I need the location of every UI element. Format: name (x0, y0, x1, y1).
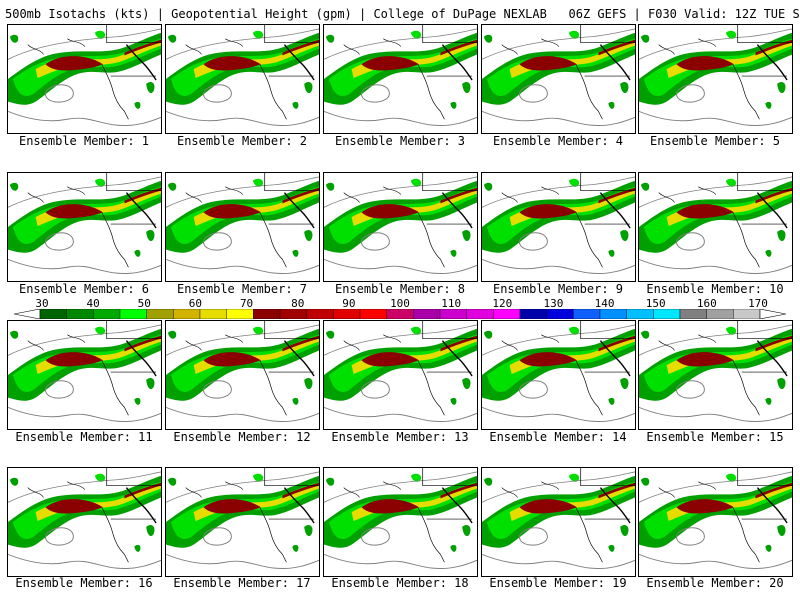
colorbar-tick-label: 30 (35, 297, 49, 310)
ensemble-map-panel[interactable] (323, 24, 478, 134)
ensemble-map-panel[interactable] (638, 172, 793, 282)
ensemble-member-label: Ensemble Member: 6 (18, 282, 150, 296)
colorbar-swatch (679, 309, 707, 319)
ensemble-member-label: Ensemble Member: 20 (646, 576, 784, 590)
colorbar-swatch (413, 309, 441, 319)
colorbar-swatch (573, 309, 601, 319)
colorbar-swatch (599, 309, 627, 319)
colorbar-tick-label: 110 (441, 297, 462, 310)
map-title: 500mb Isotachs (kts) | Geopotential Heig… (5, 7, 800, 21)
ensemble-member-label: Ensemble Member: 16 (15, 576, 153, 590)
colorbar-tick-label: 170 (748, 297, 768, 310)
ensemble-member-label: Ensemble Member: 18 (331, 576, 469, 590)
ensemble-map-panel[interactable] (638, 320, 793, 430)
colorbar-swatch (359, 309, 387, 319)
ensemble-map-panel[interactable] (7, 24, 162, 134)
ensemble-map-panel[interactable] (323, 467, 478, 577)
ensemble-map-panel[interactable] (165, 172, 320, 282)
ensemble-member-label: Ensemble Member: 4 (492, 134, 624, 148)
colorbar-swatch (93, 309, 121, 319)
colorbar-swatch (333, 309, 361, 319)
ensemble-map-panel[interactable] (165, 24, 320, 134)
ensemble-member-label: Ensemble Member: 12 (173, 430, 311, 444)
colorbar-swatch (226, 309, 254, 319)
colorbar-swatch (386, 309, 414, 319)
colorbar-tick-label: 130 (543, 297, 564, 310)
colorbar-swatch (39, 309, 67, 319)
ensemble-member-label: Ensemble Member: 2 (176, 134, 308, 148)
colorbar-swatch (439, 309, 467, 319)
colorbar-swatch (253, 309, 281, 319)
ensemble-map-panel[interactable] (165, 467, 320, 577)
ensemble-map-panel[interactable] (481, 320, 636, 430)
colorbar-tick-label: 90 (342, 297, 356, 310)
ensemble-member-label: Ensemble Member: 13 (331, 430, 469, 444)
ensemble-member-label: Ensemble Member: 5 (649, 134, 781, 148)
colorbar-swatch (733, 309, 761, 319)
ensemble-map-panel[interactable] (323, 172, 478, 282)
colorbar-tick-label: 70 (239, 297, 254, 310)
ensemble-map-panel[interactable] (481, 24, 636, 134)
ensemble-map-panel[interactable] (481, 172, 636, 282)
ensemble-map-panel[interactable] (165, 320, 320, 430)
ensemble-map-panel[interactable] (7, 320, 162, 430)
colorbar-swatch (199, 309, 227, 319)
ensemble-member-label: Ensemble Member: 8 (334, 282, 466, 296)
colorbar-swatch (706, 309, 734, 319)
ensemble-member-label: Ensemble Member: 19 (489, 576, 627, 590)
colorbar-max-arrow (759, 309, 786, 319)
colorbar-tick-label: 50 (137, 297, 151, 310)
ensemble-map-panel[interactable] (323, 320, 478, 430)
colorbar-tick-label: 80 (291, 297, 305, 310)
colorbar-tick-label: 120 (492, 297, 513, 310)
ensemble-map-panel[interactable] (7, 467, 162, 577)
colorbar-legend (14, 309, 786, 319)
colorbar-swatch (66, 309, 94, 319)
ensemble-map-panel[interactable] (638, 24, 793, 134)
ensemble-map-panel[interactable] (7, 172, 162, 282)
colorbar-swatch (493, 309, 521, 319)
colorbar-swatch (306, 309, 334, 319)
colorbar-swatch (119, 309, 147, 319)
colorbar-swatch (466, 309, 494, 319)
colorbar-swatch (653, 309, 681, 319)
colorbar-labels: 30 40 50 60 70 80 90 100 110 120 130 140 150 160 170 (0, 297, 800, 310)
ensemble-member-label: Ensemble Member: 17 (173, 576, 311, 590)
ensemble-member-label: Ensemble Member: 1 (18, 134, 150, 148)
colorbar-tick-label: 140 (594, 297, 615, 310)
colorbar-swatch (546, 309, 574, 319)
ensemble-member-label: Ensemble Member: 10 (646, 282, 784, 296)
ensemble-member-label: Ensemble Member: 14 (489, 430, 627, 444)
ensemble-map-panel[interactable] (481, 467, 636, 577)
colorbar-swatch (146, 309, 174, 319)
ensemble-member-label: Ensemble Member: 9 (492, 282, 624, 296)
ensemble-member-label: Ensemble Member: 7 (176, 282, 308, 296)
colorbar-tick-label: 60 (188, 297, 203, 310)
ensemble-member-label: Ensemble Member: 11 (15, 430, 153, 444)
ensemble-member-label: Ensemble Member: 3 (334, 134, 466, 148)
colorbar-swatch (279, 309, 307, 319)
colorbar-swatch (519, 309, 547, 319)
colorbar-swatch (173, 309, 201, 319)
ensemble-map-panel[interactable] (638, 467, 793, 577)
colorbar-tick-label: 40 (86, 297, 100, 310)
ensemble-member-label: Ensemble Member: 15 (646, 430, 784, 444)
colorbar-tick-label: 100 (390, 297, 410, 310)
colorbar-tick-label: 150 (645, 297, 666, 310)
colorbar-min-arrow (14, 309, 41, 319)
colorbar-tick-label: 160 (696, 297, 717, 310)
colorbar-swatch (626, 309, 654, 319)
